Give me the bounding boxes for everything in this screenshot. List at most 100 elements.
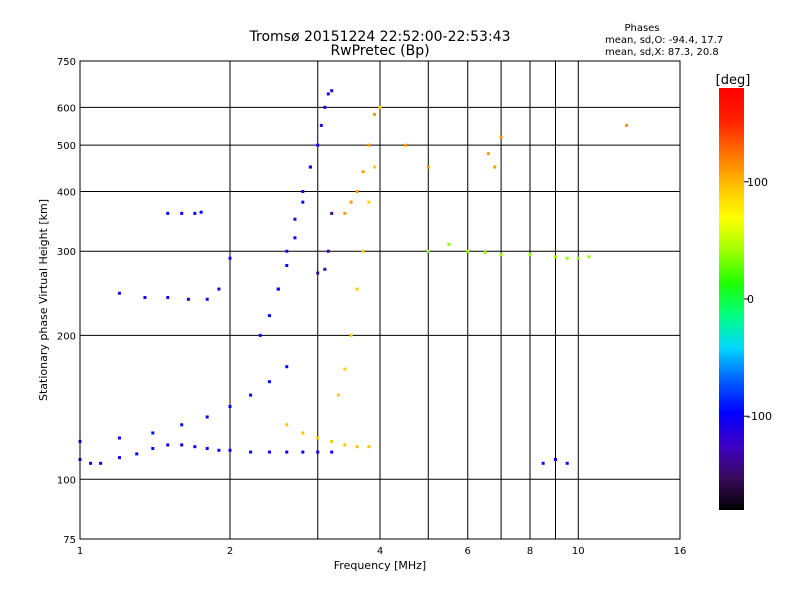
data-point (301, 450, 305, 454)
data-point (166, 211, 170, 215)
data-point (151, 431, 155, 435)
y-tick-label: 75 (63, 535, 76, 546)
data-point (625, 123, 629, 127)
data-point (217, 448, 221, 452)
data-point (117, 291, 121, 295)
data-point (493, 165, 497, 169)
data-point (426, 165, 430, 169)
data-point (373, 112, 377, 116)
data-point (89, 461, 93, 465)
data-point (166, 296, 170, 300)
stats-line-o: mean, sd,O: -94.4, 17.7 (605, 35, 723, 46)
data-points (78, 89, 629, 465)
y-axis-ticks: 75 100 200 300 400 500 600 750 (57, 57, 76, 546)
data-point (258, 333, 262, 337)
chart-subtitle: RwPretec (Bp) (330, 43, 429, 59)
data-point (301, 431, 305, 435)
data-point (367, 143, 371, 147)
data-point (276, 287, 280, 291)
data-point (326, 249, 330, 253)
data-point (343, 211, 347, 215)
y-tick-label: 500 (57, 141, 76, 152)
data-point (361, 249, 365, 253)
data-point (323, 105, 327, 109)
chart-title: Tromsø 20151224 22:52:00-22:53:43 (249, 29, 511, 45)
y-tick-label: 400 (57, 187, 76, 198)
data-point (285, 423, 289, 427)
colorbar-label: [deg] (716, 73, 751, 88)
data-point (249, 393, 253, 397)
data-point (308, 165, 312, 169)
data-point (587, 255, 591, 259)
data-point (576, 256, 580, 260)
data-point (541, 461, 545, 465)
data-point (293, 217, 297, 221)
x-tick-label: 4 (377, 546, 383, 557)
y-tick-label: 200 (57, 331, 76, 342)
data-point (343, 443, 347, 447)
data-point (117, 436, 121, 440)
data-point (528, 253, 532, 257)
data-point (330, 450, 334, 454)
colorbar-ticks: 100 0 -100 (744, 176, 772, 423)
data-point (330, 439, 334, 443)
data-point (330, 211, 334, 215)
data-point (361, 170, 365, 174)
data-point (143, 296, 147, 300)
data-point (151, 446, 155, 450)
data-point (486, 152, 490, 156)
data-point (217, 287, 221, 291)
data-point (499, 253, 503, 257)
data-point (349, 200, 353, 204)
colorbar-tick-label: 100 (747, 176, 768, 189)
data-point (316, 271, 320, 275)
y-tick-label: 600 (57, 103, 76, 114)
data-point (267, 380, 271, 384)
data-point (367, 200, 371, 204)
data-point (355, 189, 359, 193)
data-point (205, 415, 209, 419)
x-axis-label: Frequency [MHz] (334, 559, 426, 572)
data-point (349, 333, 353, 337)
data-point (355, 445, 359, 449)
data-point (180, 423, 184, 427)
data-point (285, 365, 289, 369)
data-point (228, 256, 232, 260)
data-point (267, 450, 271, 454)
x-tick-label: 10 (572, 546, 585, 557)
y-tick-label: 100 (57, 475, 76, 486)
data-point (293, 236, 297, 240)
data-point (193, 211, 197, 215)
x-tick-label: 2 (227, 546, 233, 557)
data-point (319, 123, 323, 127)
data-point (180, 211, 184, 215)
plot-area: 1 2 4 6 8 10 16 75 100 200 300 400 500 600 750 (57, 57, 686, 557)
data-point (336, 393, 340, 397)
data-point (553, 255, 557, 259)
data-point (343, 367, 347, 371)
x-tick-label: 1 (77, 546, 83, 557)
x-tick-label: 6 (465, 546, 471, 557)
data-point (355, 287, 359, 291)
stats-title: Phases (624, 23, 659, 34)
data-point (228, 404, 232, 408)
data-point (316, 436, 320, 440)
data-point (285, 264, 289, 268)
data-point (316, 450, 320, 454)
data-point (483, 251, 487, 255)
data-point (323, 267, 327, 271)
y-tick-label: 300 (57, 247, 76, 258)
data-point (565, 461, 569, 465)
y-axis-label: Stationary phase Virtual Height [km] (37, 199, 50, 401)
x-tick-label: 8 (527, 546, 533, 557)
data-point (330, 89, 334, 93)
data-point (228, 448, 232, 452)
data-point (499, 135, 503, 139)
data-point (373, 165, 377, 169)
data-point (426, 249, 430, 253)
data-point (367, 445, 371, 449)
y-tick-label: 750 (57, 57, 76, 68)
data-point (403, 143, 407, 147)
data-point (378, 105, 382, 109)
colorbar (719, 88, 744, 510)
